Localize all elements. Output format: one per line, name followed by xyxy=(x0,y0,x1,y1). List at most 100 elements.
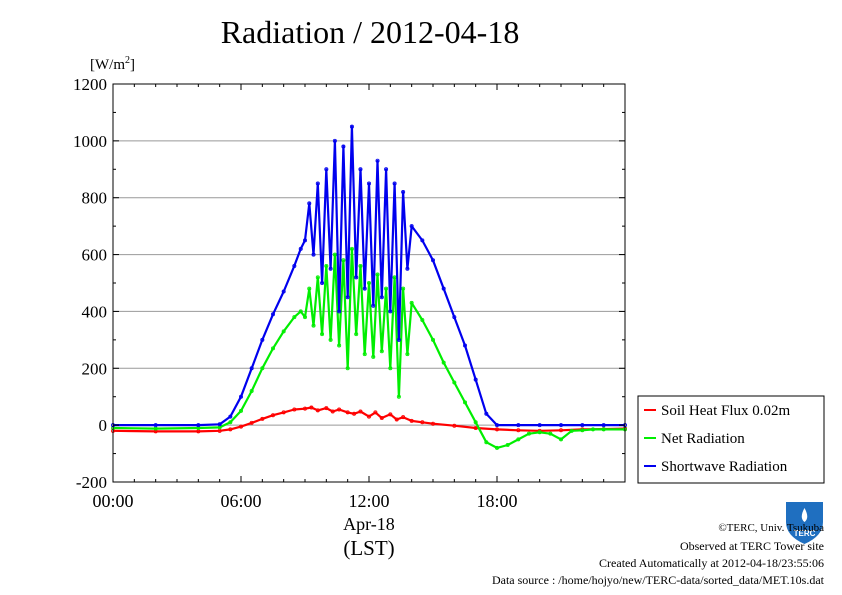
data-point-shortwave-radiation xyxy=(354,275,359,280)
data-point-shortwave-radiation xyxy=(270,312,275,317)
data-series xyxy=(111,124,628,450)
data-point-shortwave-radiation xyxy=(298,246,303,251)
data-point-net-radiation xyxy=(396,394,401,399)
data-point-soil-heat-flux-0-02m xyxy=(302,406,307,411)
data-point-shortwave-radiation xyxy=(228,414,233,419)
data-point-shortwave-radiation xyxy=(392,181,397,186)
data-point-soil-heat-flux-0-02m xyxy=(352,411,357,416)
data-point-shortwave-radiation xyxy=(311,252,316,257)
data-point-net-radiation xyxy=(249,389,254,394)
data-point-shortwave-radiation xyxy=(473,377,478,382)
data-point-net-radiation xyxy=(307,286,312,291)
x-tick-label: 06:00 xyxy=(220,491,261,511)
data-point-soil-heat-flux-0-02m xyxy=(292,407,297,412)
y-axis-unit-text: W/m xyxy=(95,57,125,73)
data-point-net-radiation xyxy=(409,300,414,305)
data-point-net-radiation xyxy=(548,431,553,436)
data-point-net-radiation xyxy=(388,366,393,371)
data-point-soil-heat-flux-0-02m xyxy=(559,428,564,433)
data-point-soil-heat-flux-0-02m xyxy=(324,406,329,411)
data-point-shortwave-radiation xyxy=(384,167,389,172)
data-point-shortwave-radiation xyxy=(307,201,312,206)
x-tick-label: 12:00 xyxy=(348,491,389,511)
data-point-soil-heat-flux-0-02m xyxy=(452,423,457,428)
y-tick-label: 0 xyxy=(99,416,108,435)
data-point-net-radiation xyxy=(362,352,367,357)
data-point-net-radiation xyxy=(494,445,499,450)
data-point-net-radiation xyxy=(516,437,521,442)
data-point-net-radiation xyxy=(341,258,346,263)
y-tick-label: 400 xyxy=(82,302,108,321)
x-axis-ticks: 00:00 06:00 12:00 18:00 xyxy=(92,84,605,511)
data-point-net-radiation xyxy=(324,263,329,268)
footer-site: Observed at TERC Tower site xyxy=(679,539,824,553)
data-point-soil-heat-flux-0-02m xyxy=(379,416,384,421)
data-point-soil-heat-flux-0-02m xyxy=(420,420,425,425)
data-point-shortwave-radiation xyxy=(315,181,320,186)
data-point-net-radiation xyxy=(337,343,342,348)
data-point-shortwave-radiation xyxy=(302,238,307,243)
data-point-shortwave-radiation xyxy=(559,423,564,428)
legend-label-net: Net Radiation xyxy=(661,431,745,447)
y-tick-label: 800 xyxy=(82,189,108,208)
data-point-net-radiation xyxy=(298,309,303,314)
data-point-soil-heat-flux-0-02m xyxy=(358,409,363,414)
data-point-shortwave-radiation xyxy=(494,423,499,428)
data-point-soil-heat-flux-0-02m xyxy=(409,418,414,423)
data-point-shortwave-radiation xyxy=(345,295,350,300)
data-point-net-radiation xyxy=(270,346,275,351)
data-point-soil-heat-flux-0-02m xyxy=(516,428,521,433)
y-axis-unit-exponent: 2 xyxy=(125,55,130,66)
data-point-shortwave-radiation xyxy=(375,158,380,163)
data-point-shortwave-radiation xyxy=(217,422,222,427)
data-point-shortwave-radiation xyxy=(362,286,367,291)
y-axis-unit: [W/m2] xyxy=(90,55,135,73)
terc-logo-text: TERC xyxy=(794,529,816,538)
data-point-net-radiation xyxy=(371,354,376,359)
data-point-net-radiation xyxy=(238,408,243,413)
data-point-soil-heat-flux-0-02m xyxy=(260,416,265,421)
data-point-shortwave-radiation xyxy=(196,423,201,428)
x-axis-label: (LST) xyxy=(343,536,394,560)
data-point-net-radiation xyxy=(366,280,371,285)
data-point-soil-heat-flux-0-02m xyxy=(345,410,350,415)
data-point-net-radiation xyxy=(527,431,532,436)
data-point-net-radiation xyxy=(601,427,606,432)
data-point-net-radiation xyxy=(349,246,354,251)
data-point-shortwave-radiation xyxy=(388,309,393,314)
footer-source: Data source : /home/hojyo/new/TERC-data/… xyxy=(491,573,824,587)
data-point-soil-heat-flux-0-02m xyxy=(494,427,499,432)
data-point-soil-heat-flux-0-02m xyxy=(309,405,314,410)
data-point-shortwave-radiation xyxy=(341,144,346,149)
data-point-soil-heat-flux-0-02m xyxy=(270,413,275,418)
terc-logo-shield xyxy=(786,502,823,544)
data-point-net-radiation xyxy=(354,332,359,337)
data-point-net-radiation xyxy=(328,337,333,342)
data-point-shortwave-radiation xyxy=(292,263,297,268)
data-point-net-radiation xyxy=(580,428,585,433)
data-point-shortwave-radiation xyxy=(260,337,265,342)
y-tick-label: -200 xyxy=(76,473,107,492)
data-point-shortwave-radiation xyxy=(405,266,410,271)
data-point-net-radiation xyxy=(473,420,478,425)
data-point-soil-heat-flux-0-02m xyxy=(249,420,254,425)
data-point-soil-heat-flux-0-02m xyxy=(373,410,378,415)
data-point-shortwave-radiation xyxy=(409,224,414,229)
data-point-soil-heat-flux-0-02m xyxy=(394,417,399,422)
footer-credit: ©TERC, Univ. Tsukuba xyxy=(718,522,824,534)
data-point-soil-heat-flux-0-02m xyxy=(330,409,335,414)
data-point-net-radiation xyxy=(401,286,406,291)
data-point-shortwave-radiation xyxy=(537,423,542,428)
x-tick-label: 00:00 xyxy=(92,491,133,511)
data-point-shortwave-radiation xyxy=(371,303,376,308)
data-point-soil-heat-flux-0-02m xyxy=(238,424,243,429)
data-point-net-radiation xyxy=(320,332,325,337)
data-point-net-radiation xyxy=(281,329,286,334)
legend-label-soil: Soil Heat Flux 0.02m xyxy=(661,403,791,419)
data-point-shortwave-radiation xyxy=(358,167,363,172)
series-line-shortwave-radiation xyxy=(113,125,625,427)
data-point-net-radiation xyxy=(260,366,265,371)
data-point-shortwave-radiation xyxy=(366,181,371,186)
data-point-net-radiation xyxy=(375,272,380,277)
data-point-net-radiation xyxy=(332,252,337,257)
